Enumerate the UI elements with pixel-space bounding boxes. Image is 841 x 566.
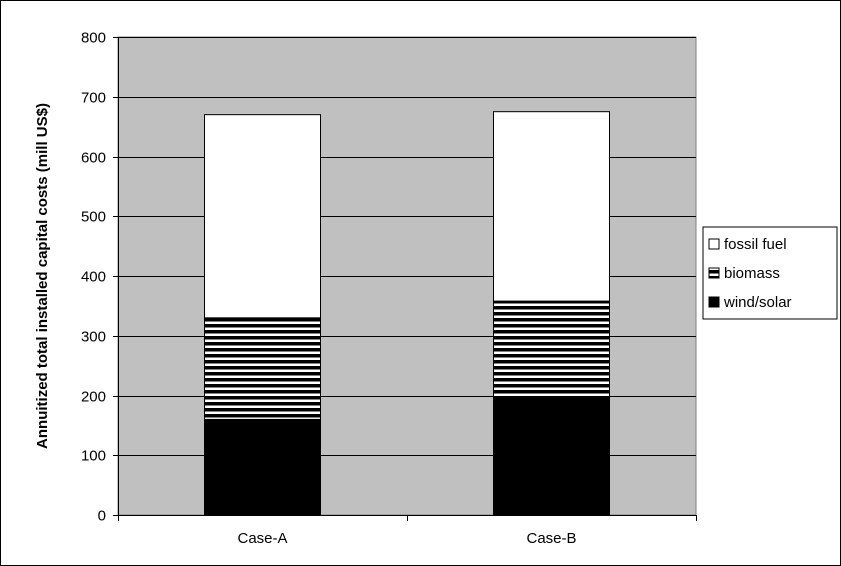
y-tick-label: 500 <box>81 209 106 226</box>
bar-fossil-fuel-case-a <box>204 114 321 319</box>
axes <box>113 37 697 521</box>
y-tick-label: 100 <box>81 448 106 465</box>
y-axis-title: Annuitized total installed capital costs… <box>34 103 51 449</box>
x-tick-label: Case-B <box>526 530 576 547</box>
legend: fossil fuel biomass wind/solar <box>702 226 838 320</box>
y-tick-label: 200 <box>81 389 106 406</box>
legend-label: wind/solar <box>723 294 792 311</box>
bar-fossil-fuel-case-b <box>493 111 610 302</box>
x-tick-labels: Case-A Case-B <box>237 530 576 547</box>
bar-wind-solar-case-b <box>493 396 610 516</box>
legend-swatch <box>708 296 720 308</box>
x-tick-label: Case-A <box>237 530 287 547</box>
y-tick-label: 700 <box>81 90 106 107</box>
legend-box <box>702 226 838 320</box>
legend-swatch <box>708 238 720 250</box>
y-tick-label: 600 <box>81 150 106 167</box>
bars <box>204 111 610 516</box>
legend-label: fossil fuel <box>724 236 787 253</box>
y-tick-label: 0 <box>98 508 106 525</box>
y-tick-label: 400 <box>81 269 106 286</box>
legend-swatch <box>708 267 720 279</box>
bar-biomass-case-a <box>204 317 321 420</box>
y-tick-label: 300 <box>81 329 106 346</box>
legend-label: biomass <box>724 265 780 282</box>
y-tick-labels: 0 100 200 300 400 500 600 700 800 <box>81 30 106 525</box>
bar-wind-solar-case-a <box>204 418 321 516</box>
bar-biomass-case-b <box>493 300 610 398</box>
y-tick-label: 800 <box>81 30 106 47</box>
